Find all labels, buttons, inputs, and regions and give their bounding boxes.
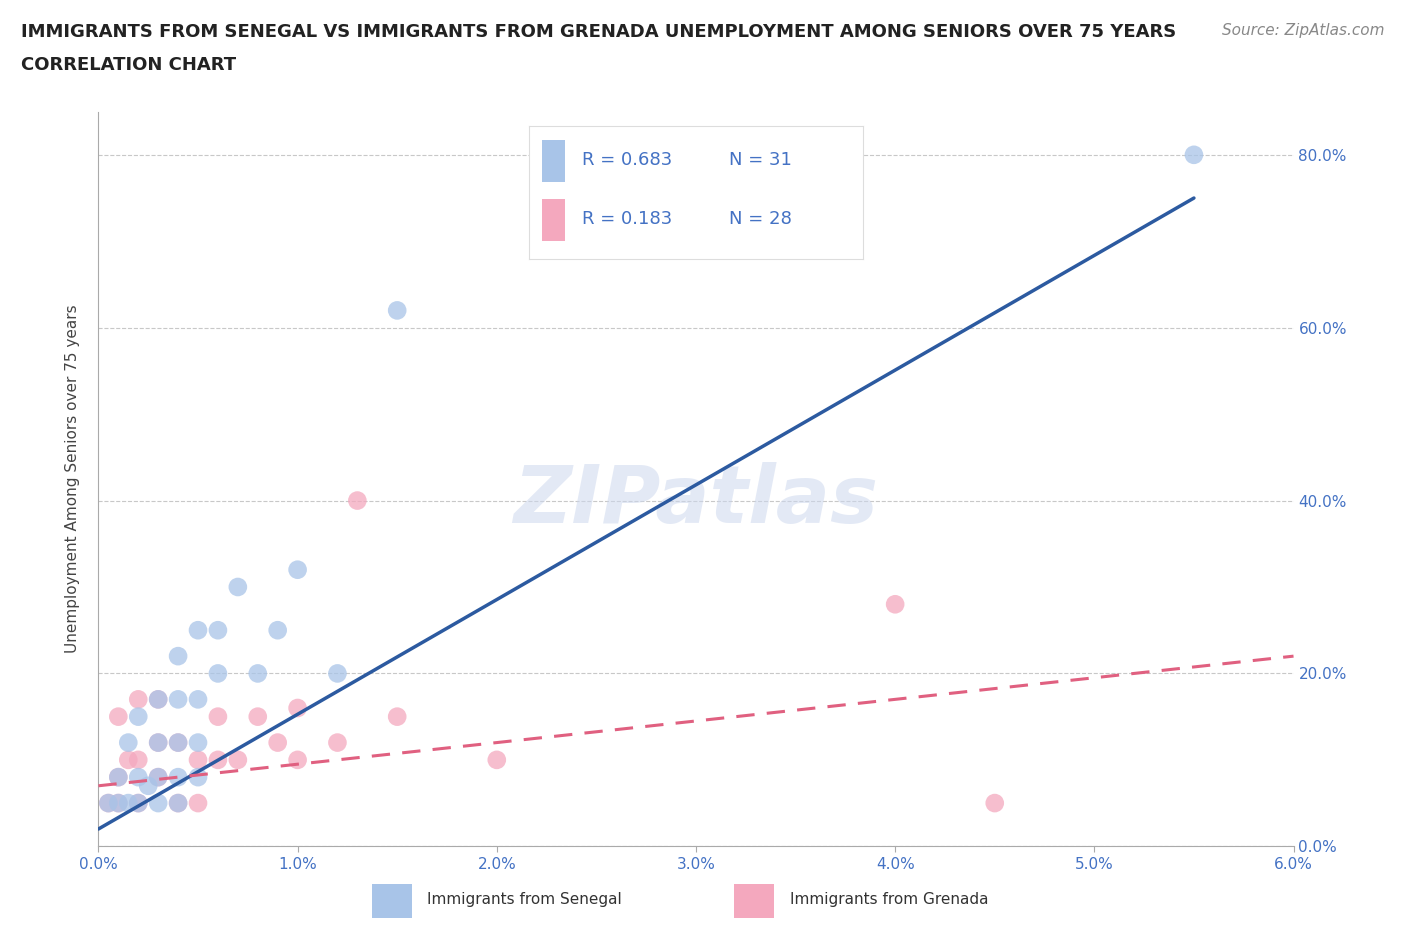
Point — [1182, 147, 1205, 162]
Text: ZIPatlas: ZIPatlas — [513, 462, 879, 540]
Point — [127, 796, 149, 811]
Point — [226, 752, 249, 767]
Point — [167, 796, 190, 811]
Point — [127, 752, 149, 767]
Point — [226, 579, 249, 594]
Point — [287, 563, 309, 578]
Point — [246, 710, 269, 724]
Point — [187, 735, 209, 750]
Point — [107, 770, 129, 785]
Point — [148, 735, 170, 750]
Point — [287, 700, 309, 715]
Point — [167, 649, 190, 664]
Point — [148, 770, 170, 785]
FancyBboxPatch shape — [373, 884, 412, 918]
Point — [127, 710, 149, 724]
Point — [187, 752, 209, 767]
Point — [127, 770, 149, 785]
Point — [167, 735, 190, 750]
Point — [246, 666, 269, 681]
Point — [148, 692, 170, 707]
Point — [107, 770, 129, 785]
Point — [207, 666, 229, 681]
Point — [207, 710, 229, 724]
Point — [326, 735, 349, 750]
Point — [148, 796, 170, 811]
Point — [207, 623, 229, 638]
Text: Immigrants from Grenada: Immigrants from Grenada — [790, 892, 988, 908]
Point — [346, 493, 368, 508]
Text: Source: ZipAtlas.com: Source: ZipAtlas.com — [1222, 23, 1385, 38]
Point — [136, 778, 159, 793]
Text: IMMIGRANTS FROM SENEGAL VS IMMIGRANTS FROM GRENADA UNEMPLOYMENT AMONG SENIORS OV: IMMIGRANTS FROM SENEGAL VS IMMIGRANTS FR… — [21, 23, 1177, 41]
Point — [167, 692, 190, 707]
Point — [187, 796, 209, 811]
Point — [187, 623, 209, 638]
Point — [187, 770, 209, 785]
Point — [485, 752, 508, 767]
Point — [167, 796, 190, 811]
Point — [267, 623, 290, 638]
Y-axis label: Unemployment Among Seniors over 75 years: Unemployment Among Seniors over 75 years — [65, 305, 80, 653]
Point — [148, 692, 170, 707]
Point — [127, 796, 149, 811]
Point — [167, 770, 190, 785]
Point — [107, 796, 129, 811]
Point — [107, 710, 129, 724]
Point — [187, 692, 209, 707]
Point — [97, 796, 120, 811]
Point — [385, 303, 409, 318]
Point — [385, 710, 409, 724]
Point — [267, 735, 290, 750]
Point — [107, 796, 129, 811]
Point — [148, 770, 170, 785]
Point — [207, 752, 229, 767]
Point — [287, 752, 309, 767]
Point — [167, 735, 190, 750]
FancyBboxPatch shape — [734, 884, 773, 918]
Text: Immigrants from Senegal: Immigrants from Senegal — [427, 892, 623, 908]
Point — [984, 796, 1007, 811]
Point — [97, 796, 120, 811]
Point — [148, 735, 170, 750]
Point — [117, 796, 139, 811]
Point — [117, 735, 139, 750]
Point — [884, 597, 907, 612]
Point — [117, 752, 139, 767]
Text: CORRELATION CHART: CORRELATION CHART — [21, 56, 236, 73]
Point — [326, 666, 349, 681]
Point — [127, 692, 149, 707]
